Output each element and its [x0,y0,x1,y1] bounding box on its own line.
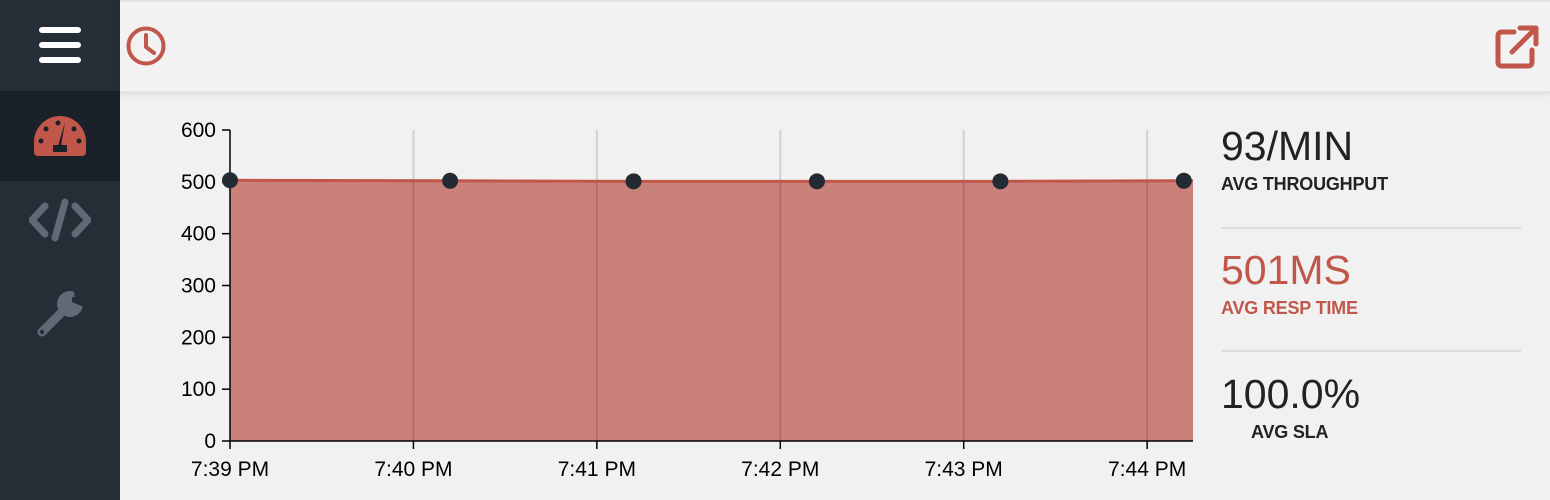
x-tick-label: 7:41 PM [558,458,636,481]
throughput-label: AVG THROUGHPUT [1221,174,1388,194]
hamburger-menu-icon [39,27,81,63]
y-tick-label: 200 [181,326,216,349]
x-tick-label: 7:40 PM [374,458,452,481]
sidebar-item-dashboard[interactable] [0,91,120,181]
time-range-button[interactable] [124,24,168,68]
sidebar-item-code[interactable] [0,183,120,257]
response-time-label: AVG RESP TIME [1221,298,1358,318]
top-bar [120,0,1550,93]
stat-throughput: 93/MIN AVG THROUGHPUT [1221,126,1521,195]
series-line [229,178,1193,183]
y-tick-label: 600 [181,119,216,142]
stat-response-time: 501MS AVG RESP TIME [1221,250,1521,319]
data-point [808,173,825,190]
y-tick-label: 400 [181,223,216,246]
throughput-value: 93/MIN [1221,123,1354,169]
data-point [442,172,459,189]
data-point [992,173,1009,190]
sidebar-item-tools[interactable] [0,272,120,356]
x-tick-label: 7:42 PM [741,458,819,481]
y-tick-label: 300 [181,275,216,298]
stat-sla: 100.0% AVG SLA [1221,374,1521,443]
x-tick-label: 7:44 PM [1108,458,1186,481]
code-icon [29,198,91,242]
sla-label: AVG SLA [1251,422,1329,442]
response-time-chart: 0 100 200 300 400 500 600 7:39 PM 7:40 PM 7:41 PM… [181,119,1193,481]
open-external-button[interactable] [1494,24,1540,70]
stats-divider [1221,350,1521,352]
y-tick-label: 500 [181,171,216,194]
area-fill [230,180,1193,442]
wrench-icon [37,291,84,337]
sidebar [0,0,120,500]
x-tick-label: 7:39 PM [191,458,269,481]
data-point [1175,172,1192,189]
menu-button[interactable] [0,0,120,90]
response-time-value: 501MS [1221,247,1351,293]
y-tick-label: 100 [181,378,216,401]
data-point [625,173,642,190]
sla-value: 100.0% [1221,371,1361,417]
stats-divider [1221,227,1521,229]
dashboard-gauge-icon [34,116,86,156]
clock-icon [126,26,166,66]
external-link-icon [1495,25,1539,69]
x-tick-label: 7:43 PM [925,458,1003,481]
y-tick-label: 0 [204,430,216,453]
data-point [222,172,238,189]
